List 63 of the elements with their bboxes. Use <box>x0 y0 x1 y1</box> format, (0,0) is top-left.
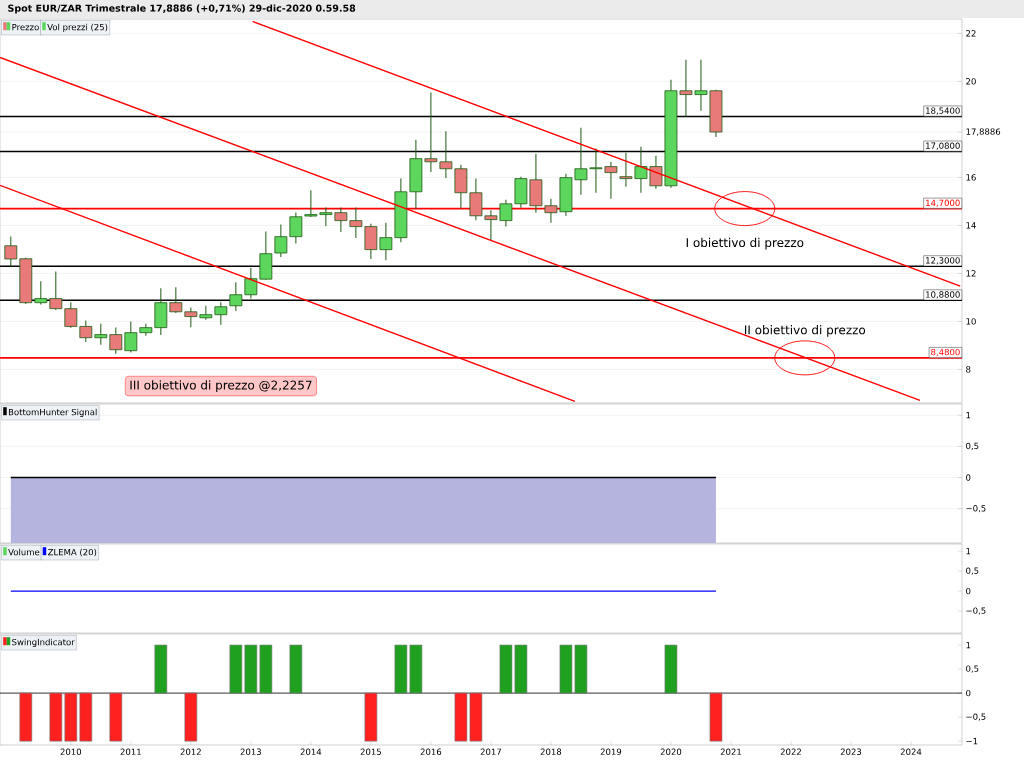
ref-line-label: 12,3000 <box>926 257 960 265</box>
ref-line-label: 18,5400 <box>926 107 960 115</box>
x-tick-label: 2015 <box>360 748 381 755</box>
ref-line-label: 8,4800 <box>931 348 960 357</box>
y-tick-label: 10 <box>966 318 976 325</box>
candlestick <box>49 270 63 311</box>
y-tick-label: 1 <box>966 548 971 555</box>
x-tick-label: 2018 <box>540 748 562 755</box>
y-tick-label: −0,5 <box>966 607 986 615</box>
y-tick-label: 8 <box>966 366 971 373</box>
candlestick <box>79 319 93 343</box>
y-tick-label: −1 <box>966 738 978 745</box>
x-tick-label: 2023 <box>840 748 862 755</box>
y-tick-label: 0 <box>966 689 971 697</box>
x-tick-label: 2012 <box>180 748 201 755</box>
y-tick-label: −0,5 <box>966 505 986 513</box>
annotation: III obiettivo di prezzo @2,2257 <box>130 380 312 392</box>
candlestick <box>184 306 198 328</box>
ref-line-label: 10,8800 <box>926 291 960 299</box>
y-tick-label: 20 <box>966 78 976 85</box>
y-tick-label: 1 <box>966 641 971 649</box>
legend-label: Vol prezzi (25) <box>47 23 108 32</box>
y-tick-label: 14 <box>966 222 976 229</box>
legend-label: Prezzo <box>12 24 39 31</box>
legend-label: BottomHunter Signal <box>8 408 97 417</box>
y-tick-label: 1 <box>966 412 971 419</box>
candlestick <box>109 326 123 355</box>
candlestick <box>124 320 138 354</box>
y-tick-label: 16 <box>966 174 976 181</box>
y-tick-label: 0 <box>966 474 971 481</box>
y-tick-label: 0,5 <box>966 665 979 673</box>
annotation: I obiettivo di prezzo <box>686 237 804 250</box>
candlestick <box>94 323 108 346</box>
x-tick-label: 2022 <box>780 748 801 755</box>
candlestick <box>4 235 18 268</box>
x-tick-label: 2019 <box>600 748 622 755</box>
x-tick-label: 2017 <box>480 748 501 755</box>
candlestick <box>34 280 48 306</box>
x-tick-label: 2013 <box>240 748 261 755</box>
legend-label: SwingIndicator <box>12 638 75 647</box>
candlestick <box>214 301 228 326</box>
legend-label: Volume <box>8 548 40 556</box>
chart-title: Spot EUR/ZAR Trimestrale 17,8886 (+0,71%) 29-dic-2020 0.59.58 <box>8 4 356 14</box>
x-tick-label: 2020 <box>660 748 682 755</box>
x-tick-label: 2014 <box>300 748 322 755</box>
candlestick <box>64 301 78 329</box>
annotation: II obiettivo di prezzo <box>744 325 866 337</box>
legend-label: ZLEMA (20) <box>48 548 97 557</box>
candlestick <box>169 286 183 314</box>
x-tick-label: 2016 <box>420 748 442 755</box>
x-tick-label: 2010 <box>60 748 82 755</box>
y-tick-label: 0,5 <box>966 442 979 451</box>
y-tick-label: −0,5 <box>966 713 986 721</box>
ref-line-label: 14,7000 <box>926 199 960 207</box>
y-tick-label: 0,5 <box>966 567 979 575</box>
y-tick-label: 17,8886 <box>966 128 1001 136</box>
x-tick-label: 2011 <box>120 748 141 755</box>
y-tick-label: 0 <box>966 587 971 595</box>
y-tick-label: 22 <box>966 30 976 37</box>
x-tick-label: 2024 <box>900 748 922 755</box>
ref-line-label: 17,0800 <box>926 142 960 150</box>
x-tick-label: 2021 <box>720 748 741 755</box>
y-tick-label: 12 <box>966 270 976 277</box>
